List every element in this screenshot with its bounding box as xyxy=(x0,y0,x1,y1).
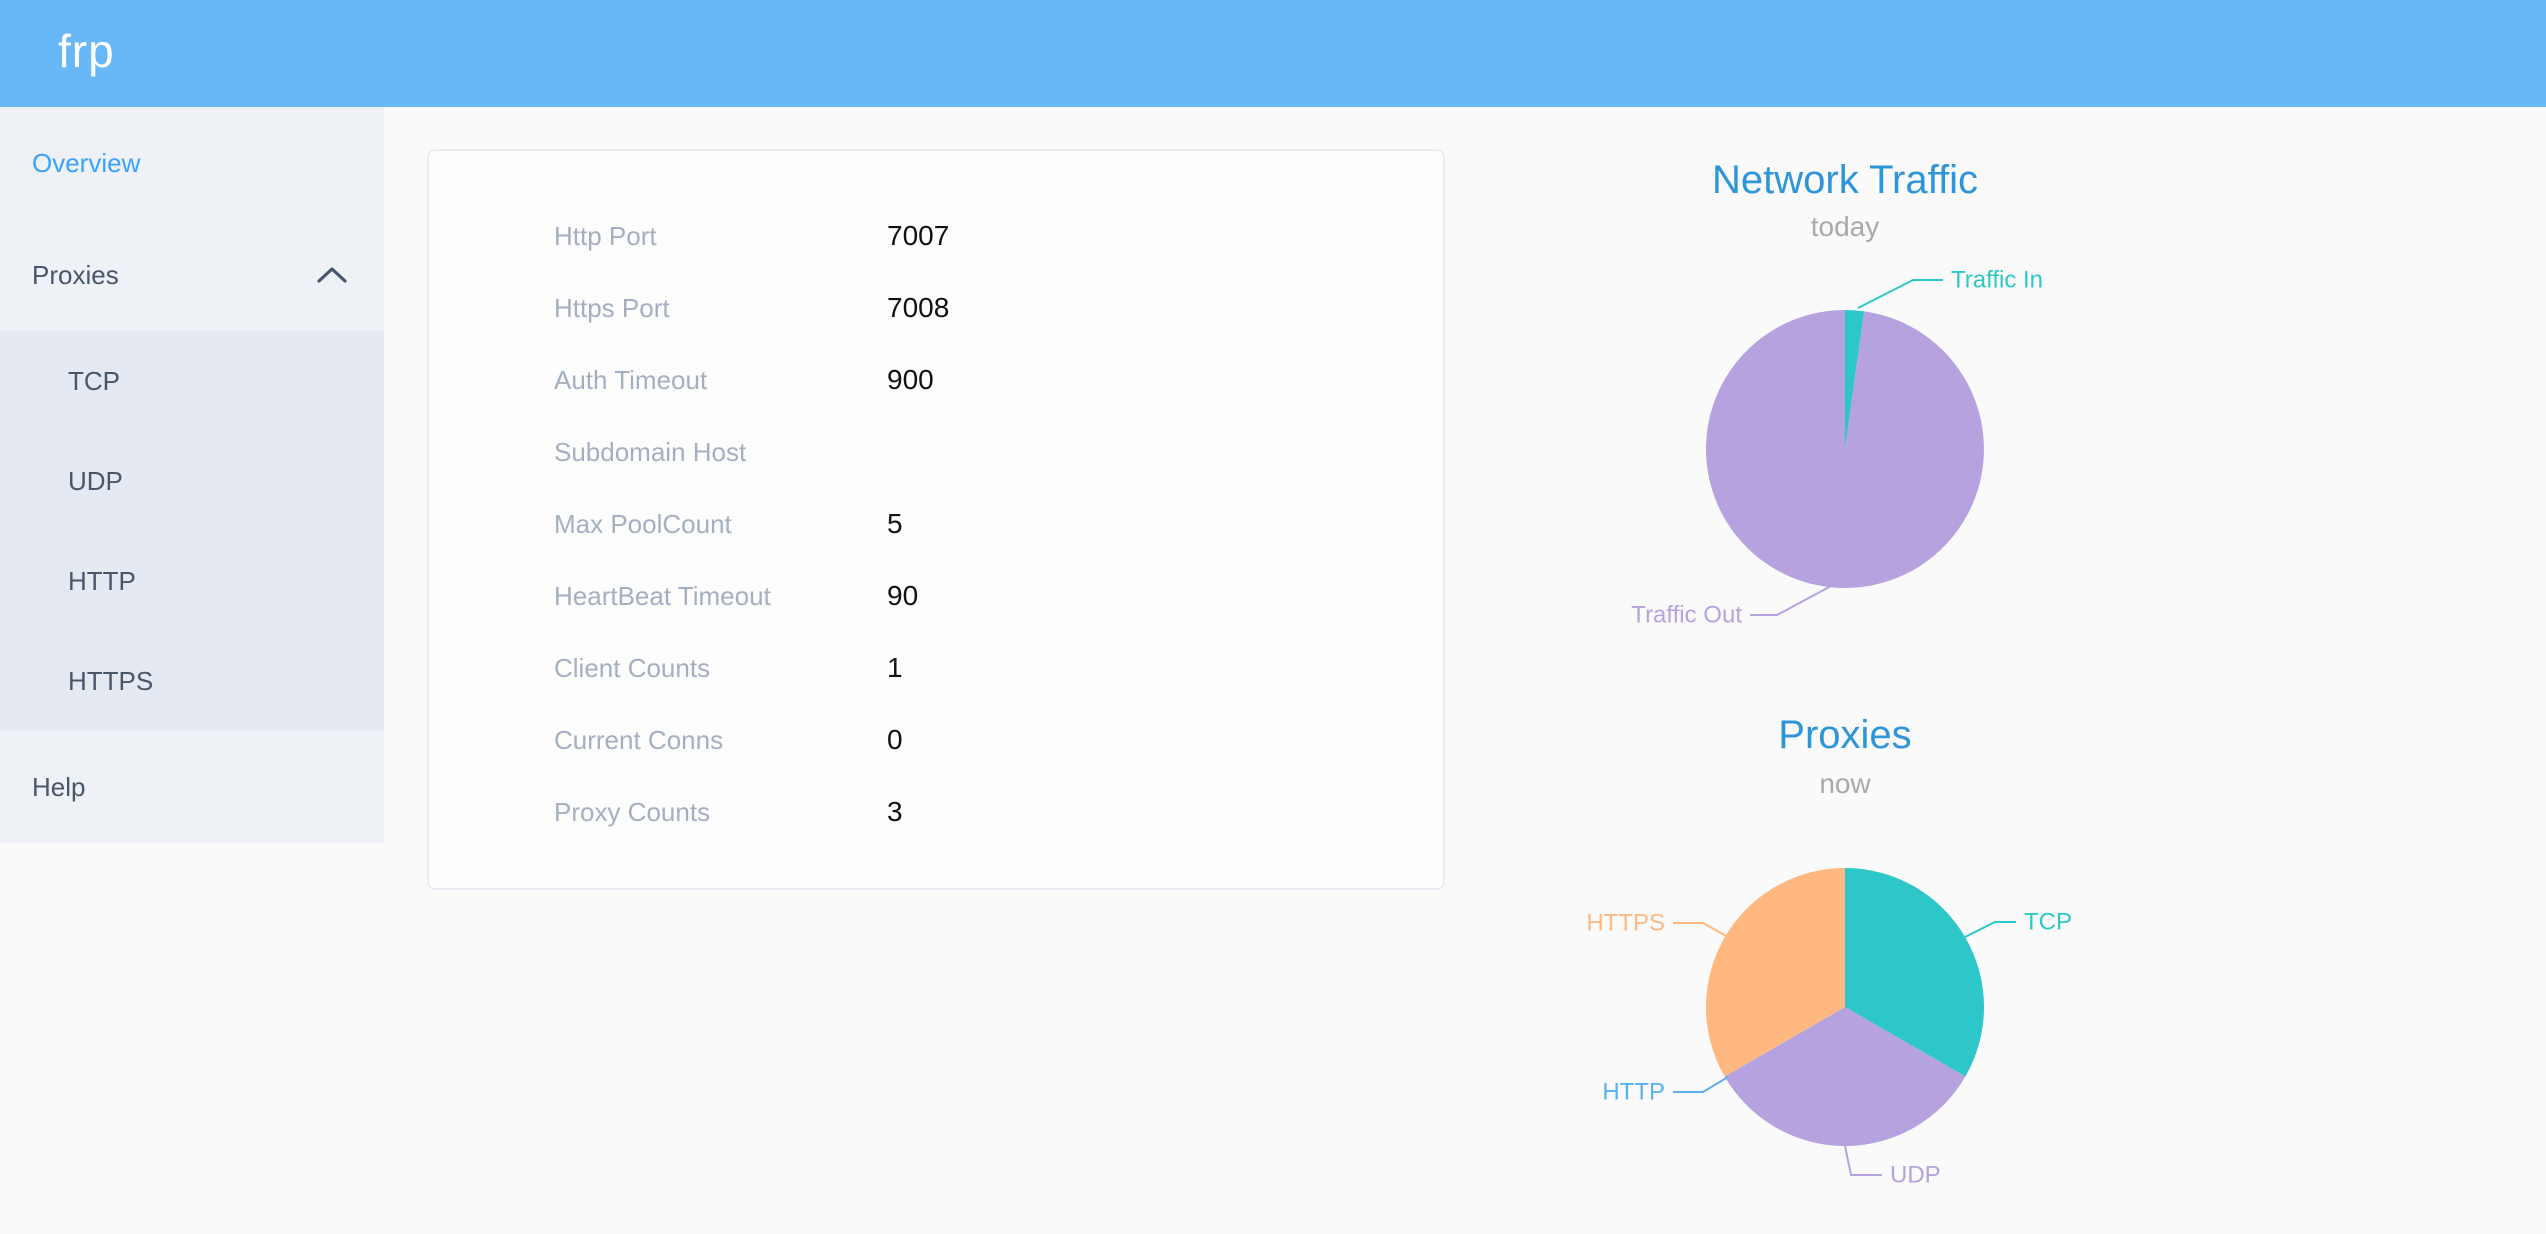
sidebar-item-overview[interactable]: Overview xyxy=(0,107,384,219)
config-value: 0 xyxy=(887,724,903,755)
config-row-https-port: Https Port 7008 xyxy=(554,272,1443,344)
network-traffic-chart-title: Network Traffic xyxy=(1712,158,1978,202)
udp-leader-line xyxy=(1844,1145,1882,1176)
config-label: Proxy Counts xyxy=(554,797,711,827)
proxies-chart-subtitle: now xyxy=(1819,768,1871,799)
config-row-proxy-counts: Proxy Counts 3 xyxy=(554,776,1443,848)
sidebar-item-https[interactable]: HTTPS xyxy=(68,666,154,696)
sidebar-item-tcp[interactable]: TCP xyxy=(68,366,120,396)
pie-slice-tcp[interactable] xyxy=(1845,868,1985,1077)
config-label: Auth Timeout xyxy=(554,365,708,395)
sidebar-item-http[interactable]: HTTP xyxy=(68,566,136,596)
proxies-pie-chart: TCP HTTPS HTTP UDP xyxy=(1586,868,2072,1189)
proxies-pie-slices xyxy=(1705,868,1985,1147)
app-logo: frp xyxy=(58,25,115,77)
traffic-out-leader-line xyxy=(1750,584,1834,616)
traffic-in-label: Traffic In xyxy=(1951,267,2043,294)
config-label: Https Port xyxy=(554,293,670,323)
config-row-current-conns: Current Conns 0 xyxy=(554,704,1443,776)
config-row-client-counts: Client Counts 1 xyxy=(554,632,1443,704)
config-value: 7007 xyxy=(887,220,950,251)
pie-slice-traffic-in[interactable] xyxy=(1845,310,1865,449)
config-label: Max PoolCount xyxy=(554,509,732,539)
config-label: Http Port xyxy=(554,221,657,251)
pie-slice-udp[interactable] xyxy=(1724,1007,1966,1147)
config-row-auth-timeout: Auth Timeout 900 xyxy=(554,344,1443,416)
pie-slice-https[interactable] xyxy=(1705,868,1845,1077)
sidebar-item-help[interactable]: Help xyxy=(0,731,384,843)
config-row-max-poolcount: Max PoolCount 5 xyxy=(554,488,1443,560)
network-traffic-pie-chart: Traffic In Traffic Out xyxy=(1631,267,2043,629)
https-leader-line xyxy=(1673,922,1729,938)
http-label: HTTP xyxy=(1602,1079,1665,1106)
sidebar-item-help-label: Help xyxy=(32,772,86,802)
config-value: 90 xyxy=(887,580,919,611)
config-row-heartbeat-timeout: HeartBeat Timeout 90 xyxy=(554,560,1443,632)
config-value: 7008 xyxy=(887,292,950,323)
network-traffic-chart-subtitle: today xyxy=(1810,211,1880,242)
config-row-http-port: Http Port 7007 xyxy=(554,200,1443,272)
network-traffic-pie-slices xyxy=(1705,310,1984,588)
server-config-card: Http Port 7007 Https Port 7008 Auth Timeou… xyxy=(427,149,1445,890)
https-label: HTTPS xyxy=(1586,910,1665,937)
udp-label: UDP xyxy=(1890,1162,1941,1189)
proxies-chart-title: Proxies xyxy=(1778,713,1912,757)
sidebar-proxies-submenu: TCP UDP HTTP HTTPS xyxy=(0,331,384,731)
config-label: HeartBeat Timeout xyxy=(554,581,771,611)
tcp-leader-line xyxy=(1964,921,2016,938)
traffic-in-leader-line xyxy=(1857,279,1943,309)
config-label: Current Conns xyxy=(554,725,724,755)
config-value: 3 xyxy=(887,796,903,827)
http-leader-line xyxy=(1673,1076,1729,1093)
config-value: 900 xyxy=(887,364,934,395)
config-label: Client Counts xyxy=(554,653,711,683)
config-label: Subdomain Host xyxy=(554,437,747,467)
sidebar-item-overview-label: Overview xyxy=(32,148,141,178)
sidebar-item-udp[interactable]: UDP xyxy=(68,466,123,496)
config-value: 1 xyxy=(887,652,903,683)
pie-slice-traffic-out[interactable] xyxy=(1705,310,1984,588)
chevron-up-icon[interactable] xyxy=(316,266,348,284)
config-value: 5 xyxy=(887,508,903,539)
sidebar-nav: Overview Proxies TCP UDP HTTP HTTPS Help xyxy=(0,107,384,843)
config-row-subdomain-host: Subdomain Host xyxy=(554,416,1443,488)
traffic-out-label: Traffic Out xyxy=(1631,602,1742,629)
sidebar-item-proxies[interactable]: Proxies xyxy=(0,219,384,331)
sidebar-item-proxies-label: Proxies xyxy=(32,260,119,290)
tcp-label: TCP xyxy=(2024,909,2072,936)
app-header: frp xyxy=(0,0,2546,107)
